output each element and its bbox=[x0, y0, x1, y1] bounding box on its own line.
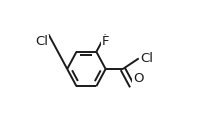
Text: Cl: Cl bbox=[35, 35, 48, 48]
Text: O: O bbox=[133, 72, 143, 85]
Text: Cl: Cl bbox=[140, 52, 153, 65]
Text: F: F bbox=[102, 35, 109, 48]
